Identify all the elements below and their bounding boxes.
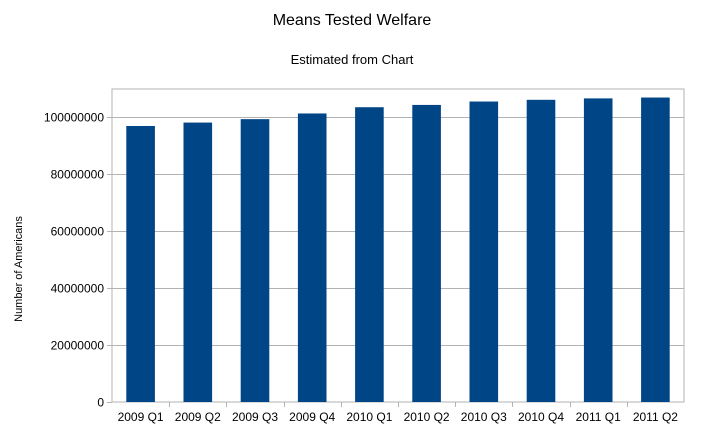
bar [240, 119, 270, 403]
chart-subtitle: Estimated from Chart [291, 52, 414, 67]
x-tick-label: 2009 Q2 [175, 410, 221, 424]
y-tick-label: 40000000 [51, 282, 105, 296]
bar [641, 97, 670, 402]
x-tick-label: 2010 Q2 [404, 410, 450, 424]
x-tick-label: 2010 Q3 [461, 410, 507, 424]
x-tick-label: 2011 Q2 [633, 410, 678, 424]
y-tick-label: 20000000 [51, 339, 105, 353]
x-tick-label: 2011 Q1 [576, 410, 621, 424]
bar [183, 122, 213, 403]
x-tick-label: 2009 Q4 [289, 410, 335, 424]
x-tick-label: 2010 Q4 [518, 410, 564, 424]
chart-title: Means Tested Welfare [273, 12, 432, 29]
y-tick-label: 100000000 [44, 111, 104, 125]
bar [355, 107, 384, 402]
bar [469, 101, 499, 403]
plot-area: 0 20000000 40000000 60000000 80000000 1000000… [44, 88, 685, 424]
y-tick-label: 0 [97, 396, 104, 410]
bar [412, 104, 441, 403]
bar [583, 98, 613, 402]
bar [126, 125, 155, 402]
y-tick-label: 60000000 [51, 225, 105, 239]
x-tick-label: 2010 Q1 [346, 410, 392, 424]
bar [297, 113, 327, 402]
x-tick-label: 2009 Q1 [118, 410, 164, 424]
bar [526, 99, 556, 402]
x-tick-label: 2009 Q3 [232, 410, 278, 424]
y-axis-label: Number of Americans [13, 216, 25, 322]
y-tick-label: 80000000 [51, 168, 105, 182]
